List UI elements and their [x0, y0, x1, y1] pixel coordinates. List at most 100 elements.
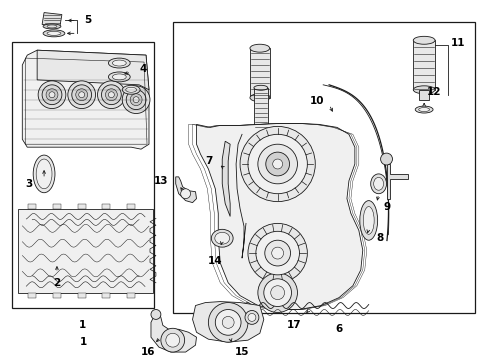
Ellipse shape [415, 106, 433, 113]
Text: 3: 3 [25, 179, 32, 189]
Ellipse shape [254, 130, 268, 135]
Ellipse shape [413, 86, 435, 94]
Polygon shape [53, 293, 61, 298]
Circle shape [258, 144, 297, 184]
Circle shape [273, 159, 283, 169]
Circle shape [215, 310, 241, 335]
Circle shape [126, 90, 146, 109]
Circle shape [381, 153, 392, 165]
Text: 6: 6 [335, 324, 343, 334]
Ellipse shape [108, 58, 130, 68]
Ellipse shape [254, 85, 268, 90]
Text: 7: 7 [205, 156, 212, 166]
Circle shape [256, 231, 299, 275]
Ellipse shape [374, 177, 384, 190]
Circle shape [258, 273, 297, 312]
Circle shape [101, 85, 122, 105]
Ellipse shape [215, 232, 230, 244]
Circle shape [76, 89, 88, 101]
Text: 1: 1 [80, 337, 87, 347]
Text: 12: 12 [427, 87, 441, 97]
Polygon shape [102, 293, 110, 298]
Circle shape [68, 81, 96, 109]
Circle shape [130, 94, 142, 105]
Ellipse shape [360, 201, 378, 240]
Ellipse shape [418, 108, 430, 112]
Text: 1: 1 [79, 320, 86, 330]
Circle shape [122, 86, 150, 113]
Polygon shape [127, 204, 135, 208]
Polygon shape [28, 204, 36, 208]
Circle shape [108, 92, 114, 98]
Text: 10: 10 [310, 96, 324, 105]
Circle shape [38, 81, 66, 109]
Text: 8: 8 [377, 233, 384, 243]
Ellipse shape [255, 103, 265, 108]
Polygon shape [222, 141, 230, 216]
Bar [173, 22, 475, 314]
Ellipse shape [250, 94, 270, 102]
Polygon shape [18, 208, 153, 293]
Polygon shape [127, 293, 135, 298]
Polygon shape [151, 312, 196, 352]
Circle shape [49, 92, 55, 98]
Circle shape [248, 224, 307, 283]
Circle shape [248, 134, 307, 194]
Polygon shape [53, 204, 61, 208]
Polygon shape [42, 13, 62, 26]
Polygon shape [78, 204, 86, 208]
Text: 13: 13 [154, 176, 169, 186]
Text: 9: 9 [384, 202, 391, 212]
Ellipse shape [33, 155, 55, 193]
Polygon shape [193, 302, 264, 342]
Circle shape [181, 189, 191, 199]
Ellipse shape [250, 44, 270, 52]
Ellipse shape [43, 30, 65, 37]
Circle shape [42, 85, 62, 105]
Polygon shape [254, 88, 268, 132]
Text: 5: 5 [85, 15, 92, 26]
Circle shape [166, 333, 180, 347]
Circle shape [208, 302, 248, 342]
Circle shape [264, 279, 292, 306]
Polygon shape [102, 204, 110, 208]
Circle shape [72, 85, 92, 105]
Circle shape [79, 92, 85, 98]
Circle shape [240, 126, 315, 202]
Ellipse shape [43, 24, 61, 29]
Circle shape [265, 240, 291, 266]
Ellipse shape [47, 25, 57, 28]
Circle shape [161, 328, 185, 352]
Polygon shape [413, 40, 435, 90]
Ellipse shape [112, 74, 126, 80]
Bar [12, 42, 154, 307]
Text: 4: 4 [139, 64, 147, 74]
Ellipse shape [211, 229, 233, 247]
Circle shape [248, 314, 256, 321]
Text: 16: 16 [141, 347, 155, 357]
Ellipse shape [122, 85, 140, 94]
Circle shape [151, 310, 161, 319]
Text: 17: 17 [287, 320, 301, 330]
Ellipse shape [126, 87, 137, 92]
Polygon shape [250, 48, 270, 98]
Text: 15: 15 [235, 347, 249, 357]
Circle shape [245, 310, 259, 324]
Ellipse shape [47, 31, 61, 35]
Text: 11: 11 [451, 38, 465, 48]
Polygon shape [419, 90, 429, 100]
Ellipse shape [371, 174, 387, 194]
Circle shape [266, 152, 290, 176]
Ellipse shape [36, 159, 52, 189]
Circle shape [105, 89, 117, 101]
Polygon shape [387, 164, 408, 199]
Circle shape [46, 89, 58, 101]
Polygon shape [37, 50, 149, 90]
Circle shape [98, 81, 125, 109]
Circle shape [272, 247, 284, 259]
Text: 2: 2 [53, 278, 61, 288]
Polygon shape [28, 293, 36, 298]
Circle shape [271, 286, 285, 300]
Circle shape [222, 316, 234, 328]
Ellipse shape [108, 72, 130, 82]
